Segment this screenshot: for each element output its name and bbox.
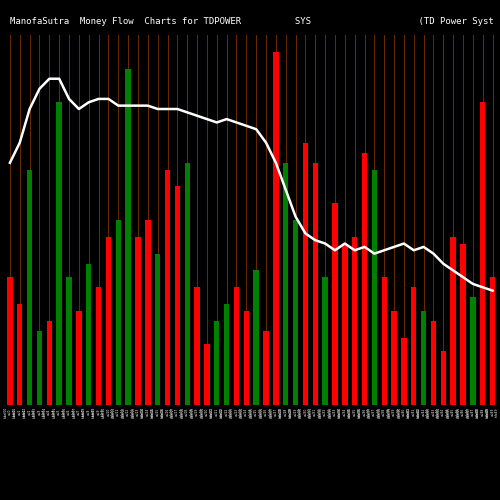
Bar: [184, 163, 190, 405]
Bar: [126, 68, 131, 405]
Bar: [86, 264, 92, 405]
Bar: [431, 321, 436, 405]
Bar: [372, 170, 377, 405]
Bar: [401, 338, 406, 405]
Bar: [322, 277, 328, 405]
Bar: [194, 288, 200, 405]
Bar: [116, 220, 121, 405]
Bar: [362, 152, 367, 405]
Bar: [214, 321, 220, 405]
Bar: [293, 220, 298, 405]
Bar: [312, 163, 318, 405]
Bar: [244, 311, 249, 405]
Bar: [56, 102, 62, 405]
Bar: [204, 344, 210, 405]
Text: ManofaSutra  Money Flow  Charts for TDPOWER          SYS                    (TD : ManofaSutra Money Flow Charts for TDPOWE…: [10, 18, 494, 26]
Bar: [254, 270, 259, 405]
Bar: [283, 163, 288, 405]
Bar: [460, 244, 466, 405]
Bar: [37, 331, 42, 405]
Bar: [490, 277, 496, 405]
Bar: [342, 244, 347, 405]
Bar: [392, 311, 397, 405]
Bar: [332, 203, 338, 405]
Bar: [17, 304, 22, 405]
Bar: [46, 321, 52, 405]
Bar: [440, 351, 446, 405]
Bar: [136, 237, 140, 405]
Bar: [382, 277, 387, 405]
Bar: [234, 288, 239, 405]
Bar: [302, 142, 308, 405]
Bar: [7, 277, 12, 405]
Bar: [411, 288, 416, 405]
Bar: [421, 311, 426, 405]
Bar: [96, 288, 102, 405]
Bar: [470, 298, 476, 405]
Bar: [450, 237, 456, 405]
Bar: [145, 220, 150, 405]
Bar: [480, 102, 486, 405]
Bar: [264, 331, 268, 405]
Bar: [106, 237, 111, 405]
Bar: [76, 311, 82, 405]
Bar: [273, 52, 278, 405]
Bar: [352, 237, 358, 405]
Bar: [224, 304, 230, 405]
Bar: [174, 186, 180, 405]
Bar: [155, 254, 160, 405]
Bar: [27, 170, 32, 405]
Bar: [165, 170, 170, 405]
Bar: [66, 277, 71, 405]
